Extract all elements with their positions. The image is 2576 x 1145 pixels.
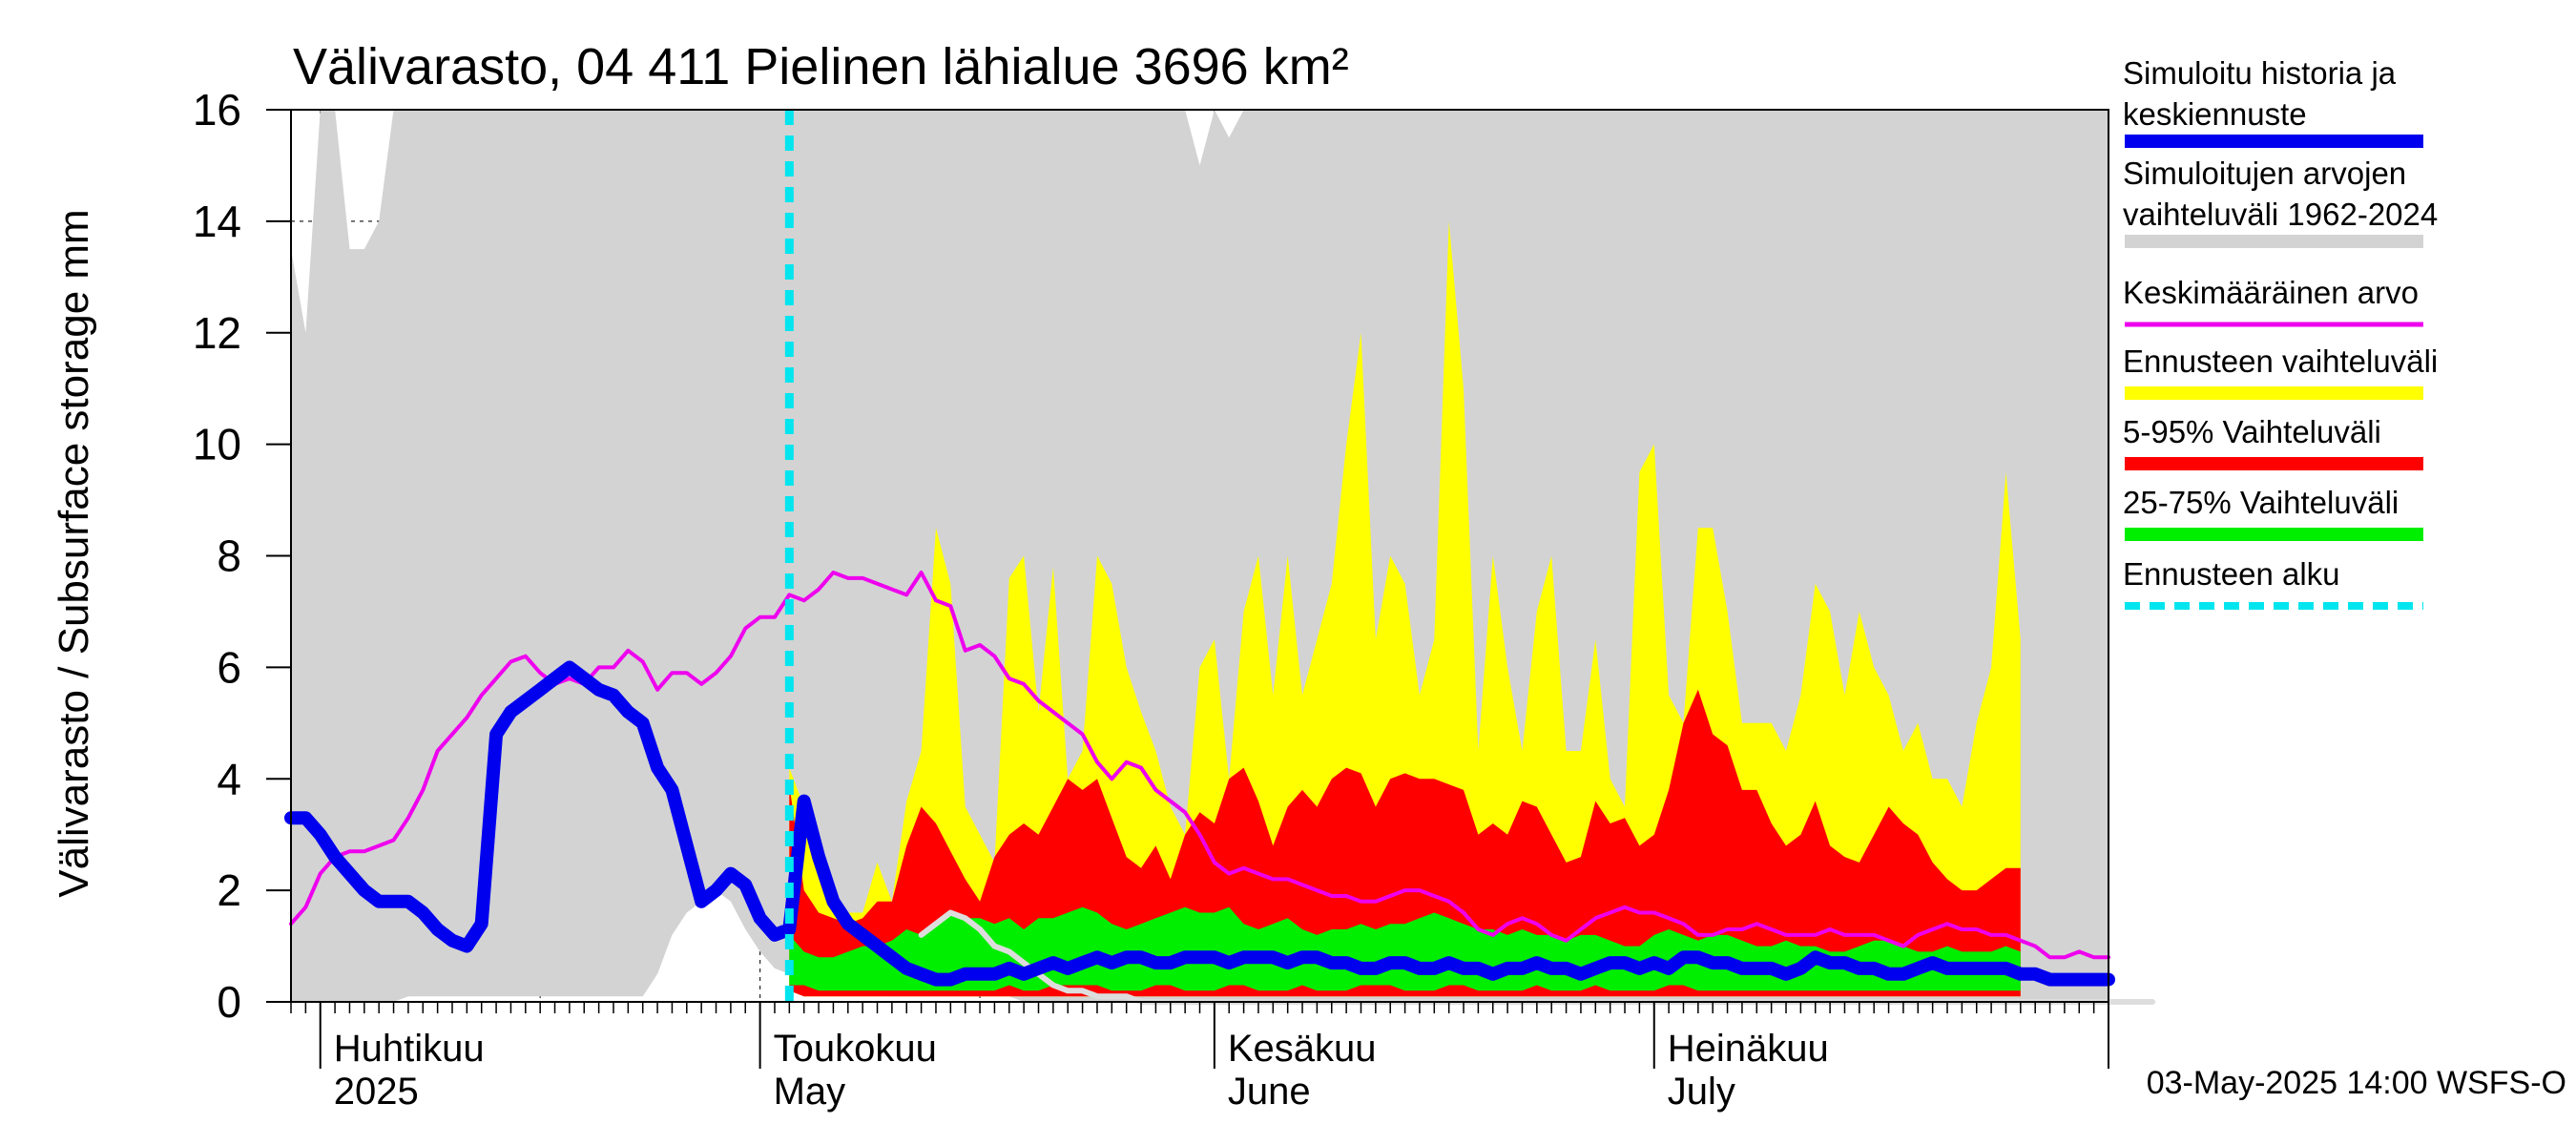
mean-value-line bbox=[289, 571, 2110, 960]
y-tick-label: 6 bbox=[217, 642, 241, 692]
month-label-en: June bbox=[1228, 1071, 1311, 1113]
y-tick-label: 0 bbox=[217, 977, 241, 1027]
chart-title: Välivarasto, 04 411 Pielinen lähialue 36… bbox=[293, 38, 1349, 95]
y-tick-label: 8 bbox=[217, 531, 241, 581]
month-label-fi: Toukokuu bbox=[774, 1028, 937, 1070]
legend-label: keskiennuste bbox=[2123, 96, 2307, 132]
month-label-en: 2025 bbox=[334, 1071, 419, 1113]
y-tick-label: 10 bbox=[193, 420, 241, 469]
legend-label: 25-75% Vaihteluväli bbox=[2123, 485, 2399, 520]
series-layer bbox=[284, 110, 2156, 1005]
month-label-en: July bbox=[1668, 1071, 1735, 1113]
month-label-fi: Huhtikuu bbox=[334, 1028, 485, 1070]
forecast-25-75-band bbox=[789, 906, 2021, 991]
legend-label: Keskimääräinen arvo bbox=[2123, 275, 2419, 310]
legend-label: vaihteluväli 1962-2024 bbox=[2123, 197, 2438, 232]
month-label-fi: Kesäkuu bbox=[1228, 1028, 1377, 1070]
y-tick-label: 14 bbox=[193, 197, 241, 246]
legend: Simuloitu historia ja keskiennuste Simuloi… bbox=[2123, 55, 2438, 610]
median-forecast-line bbox=[284, 660, 2115, 987]
y-tick-label: 16 bbox=[193, 85, 241, 135]
legend-label: Simuloitujen arvojen bbox=[2123, 156, 2406, 191]
y-tick-label: 12 bbox=[193, 308, 241, 358]
y-tick-label: 4 bbox=[217, 754, 241, 803]
y-tick-label: 2 bbox=[217, 865, 241, 915]
footer-timestamp: 03-May-2025 14:00 WSFS-O bbox=[2147, 1065, 2566, 1101]
y-tick-labels: 0 2 4 6 8 10 12 14 16 bbox=[193, 85, 241, 1027]
legend-label: 5-95% Vaihteluväli bbox=[2123, 414, 2381, 449]
month-label-fi: Heinäkuu bbox=[1668, 1028, 1829, 1070]
y-axis-label: Välivarasto / Subsurface storage mm bbox=[51, 209, 97, 897]
legend-label: Simuloitu historia ja bbox=[2123, 55, 2397, 91]
legend-label: Ennusteen alku bbox=[2123, 556, 2340, 592]
axes bbox=[266, 109, 2109, 1069]
month-label-en: May bbox=[774, 1071, 846, 1113]
legend-label: Ennusteen vaihteluväli bbox=[2123, 344, 2438, 379]
